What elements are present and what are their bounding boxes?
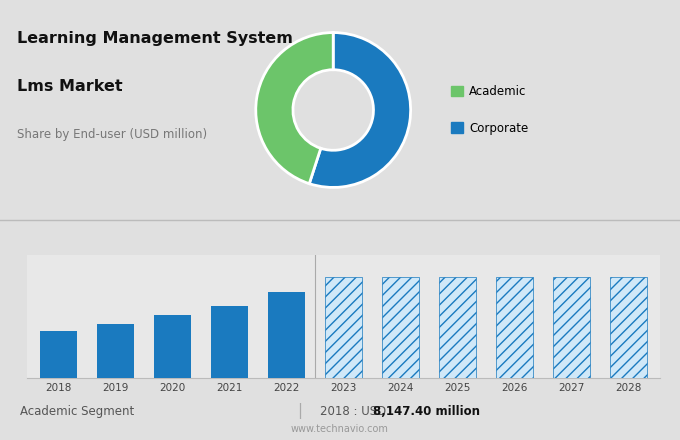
Wedge shape [256,33,333,183]
Bar [325,277,362,378]
Bar [439,277,476,378]
Bar [97,324,134,378]
Text: |: | [296,403,302,419]
Text: 8,147.40 million: 8,147.40 million [373,405,479,418]
Bar [211,306,248,378]
Text: Lms Market: Lms Market [17,79,122,94]
Bar [154,315,191,378]
Bar [268,292,305,378]
Text: Share by End-user (USD million): Share by End-user (USD million) [17,128,207,141]
Text: 2018 : USD: 2018 : USD [320,405,390,418]
Text: Academic Segment: Academic Segment [20,405,135,418]
Bar [553,277,590,378]
Wedge shape [309,33,411,187]
Bar [496,277,533,378]
Text: www.technavio.com: www.technavio.com [291,424,389,434]
Bar [40,331,77,378]
Legend: Academic, Corporate: Academic, Corporate [452,85,528,135]
Text: Learning Management System: Learning Management System [17,31,293,46]
Bar [610,277,647,378]
Bar [382,277,419,378]
